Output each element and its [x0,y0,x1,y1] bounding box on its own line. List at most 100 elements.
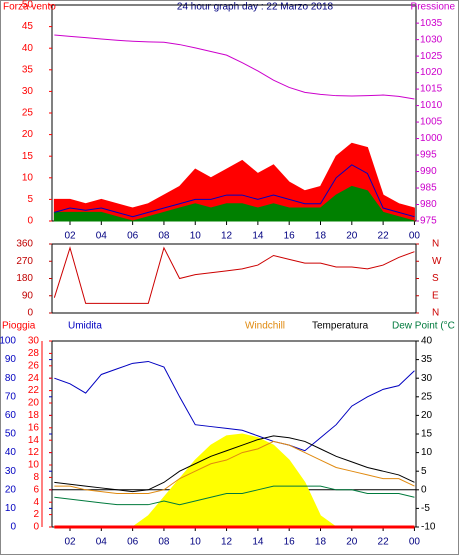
y-tick-label: 30 [22,86,34,97]
y-tick-label: 20 [22,129,34,140]
y-tick-label: 5 [27,194,33,205]
y2-tick-label: 980 [420,199,437,210]
x-tick-label: 08 [158,537,170,548]
y2-tick-label: 20 [421,410,433,421]
x-tick-label: 00 [409,231,421,242]
y2-tick-label: 25 [421,391,433,402]
y2-tick-label: 40 [421,336,433,347]
y-tick-label: 40 [5,447,17,458]
x-tick-label: 22 [378,231,390,242]
y2-tick-label: 990 [420,166,437,177]
x-tick-label: 16 [284,231,296,242]
y2-tick-label: 975 [420,216,437,227]
y-tick-label: 80 [5,373,17,384]
y-tick-label: 0 [10,522,16,533]
y-tick-label: 90 [5,354,17,365]
y-tick-label: 10 [5,503,17,514]
y-tick-label: 0 [27,216,33,227]
y3-tick-label: 8 [33,472,39,483]
y3-tick-label: 6 [33,484,39,495]
y3-tick-label: 12 [28,447,40,458]
x-tick-label: 06 [127,537,139,548]
x-tick-label: 22 [378,537,390,548]
y2-tick-label: 5 [421,466,427,477]
y3-tick-label: 18 [28,410,40,421]
y-tick-label: 25 [22,108,34,119]
y-tick-label: 180 [16,273,33,284]
y3-tick-label: 30 [28,336,40,347]
y3-tick-label: 26 [28,360,40,371]
x-tick-label: 12 [221,537,233,548]
y3-tick-label: 0 [33,522,39,533]
y3-tick-label: 24 [28,373,40,384]
x-tick-label: 04 [96,231,108,242]
y-tick-label: 360 [16,239,33,250]
y2-tick-label: 15 [421,429,433,440]
series-line [53,246,415,304]
y-tick-label: 35 [22,64,34,75]
y2-tick-label: 0 [421,484,427,495]
y-tick-label: 90 [22,290,34,301]
y-tick-label: 60 [5,410,17,421]
y3-tick-label: 20 [28,398,40,409]
legend-entry: Umidita [68,321,102,332]
y-tick-label: 45 [22,21,34,32]
x-tick-label: 10 [190,231,202,242]
y-tick-label: 50 [5,429,17,440]
y-tick-label: 15 [22,151,34,162]
y2-tick-label: -10 [421,522,436,533]
y-tick-label: 30 [5,466,17,477]
series-line [54,485,415,506]
legend-entry: Temperatura [312,321,369,332]
y2-tick-label: S [432,273,439,284]
y2-tick-label: W [432,256,442,267]
y-tick-label: 70 [5,391,17,402]
x-tick-label: 02 [64,537,76,548]
x-tick-label: 18 [315,537,327,548]
x-tick-label: 04 [96,537,108,548]
y3-tick-label: 14 [28,435,40,446]
series-line [54,360,415,452]
x-tick-label: 18 [315,231,327,242]
y-tick-label: 50 [22,0,34,11]
x-tick-label: 14 [252,231,264,242]
series-line [54,435,415,493]
series-line [54,34,415,100]
y2-tick-label: N [432,308,439,319]
y3-tick-label: 28 [28,348,40,359]
y2-tick-label: 10 [421,447,433,458]
y2-tick-label: E [432,290,439,301]
series-area [53,185,415,222]
series-line [54,440,415,495]
legend-entry: Pressione [411,2,456,13]
series-line [54,164,415,218]
x-tick-label: 16 [284,537,296,548]
x-tick-label: 02 [64,231,76,242]
x-tick-label: 20 [346,537,358,548]
y3-tick-label: 2 [33,509,39,520]
y3-tick-label: 22 [28,385,40,396]
y2-tick-label: -5 [421,503,430,514]
x-tick-label: 14 [252,537,264,548]
y3-tick-label: 4 [33,497,39,508]
y3-tick-label: 10 [28,460,40,471]
y2-tick-label: 1005 [420,117,443,128]
y2-tick-label: 995 [420,150,437,161]
x-tick-label: 06 [127,231,139,242]
x-tick-label: 12 [221,231,233,242]
y2-tick-label: 985 [420,183,437,194]
legend-entry: Pioggia [2,321,36,332]
y2-tick-label: 1020 [420,67,443,78]
x-tick-label: 20 [346,231,358,242]
y3-tick-label: 16 [28,422,40,433]
chart-title: 24 hour graph day : 22 Marzo 2018 [177,2,334,13]
legend-entry: Forza vento [3,2,56,13]
y2-tick-label: 1010 [420,100,443,111]
y-tick-label: 270 [16,256,33,267]
y-tick-label: 100 [0,336,16,347]
y2-tick-label: 35 [421,354,433,365]
y2-tick-label: 1025 [420,51,443,62]
y2-tick-label: 1015 [420,84,443,95]
x-tick-label: 00 [409,537,421,548]
